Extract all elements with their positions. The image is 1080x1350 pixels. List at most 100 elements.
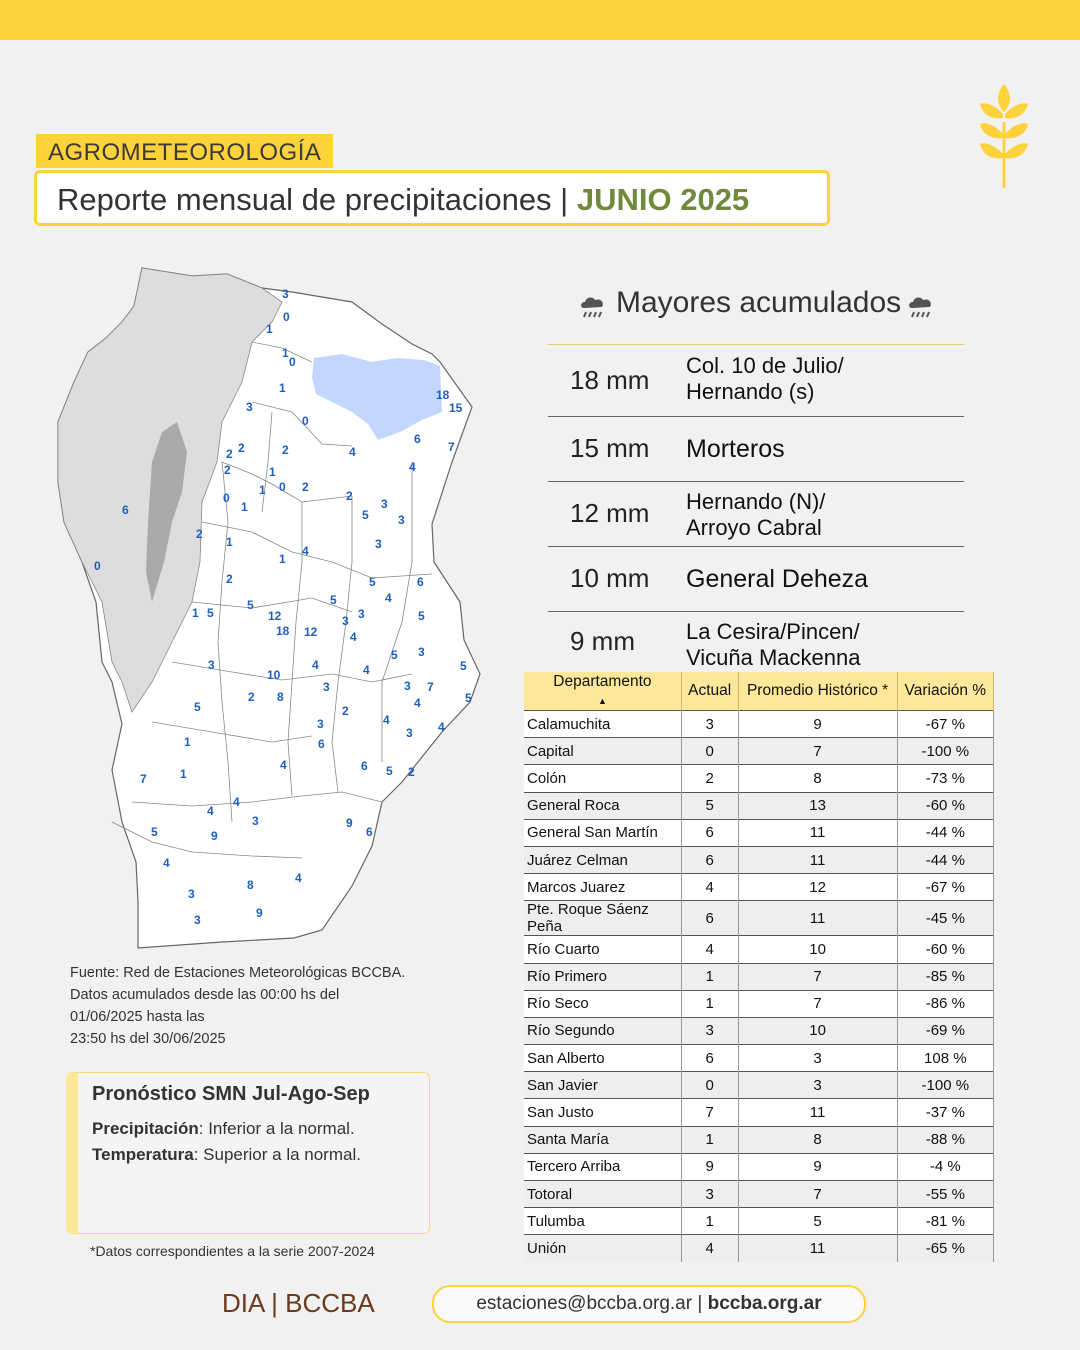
table-cell: 3: [681, 1179, 739, 1208]
forecast-temperature: Temperatura: Superior a la normal.: [92, 1145, 361, 1164]
table-cell: -73 %: [897, 764, 995, 793]
table-cell: 7: [738, 962, 898, 991]
table-cell: Juárez Celman: [524, 845, 682, 874]
svg-text:3: 3: [208, 658, 215, 672]
table-cell: 4: [681, 935, 739, 963]
table-cell: -100 %: [897, 1071, 995, 1099]
rain-cloud-icon: [909, 297, 931, 318]
table-cell: 6: [681, 818, 739, 847]
svg-text:4: 4: [163, 856, 170, 870]
svg-text:0: 0: [289, 355, 296, 369]
table-cell: 5: [738, 1207, 898, 1235]
table-cell: -85 %: [897, 962, 995, 991]
svg-text:7: 7: [140, 772, 147, 786]
svg-text:3: 3: [358, 607, 365, 621]
table-row: Capital 0 7 -100 %: [524, 737, 995, 765]
table-row: Unión 4 11 -65 %: [524, 1234, 995, 1263]
svg-text:5: 5: [194, 700, 201, 714]
table-cell: 11: [738, 1098, 898, 1127]
table-cell: General Roca: [524, 791, 682, 820]
svg-text:3: 3: [323, 680, 330, 694]
table-cell: -81 %: [897, 1207, 995, 1235]
svg-text:0: 0: [94, 559, 101, 573]
svg-text:18: 18: [276, 624, 290, 638]
svg-text:4: 4: [414, 696, 421, 710]
svg-text:3: 3: [246, 400, 253, 414]
svg-text:7: 7: [427, 680, 434, 694]
svg-text:8: 8: [247, 878, 254, 892]
table-row: Tercero Arriba 9 9 -4 %: [524, 1152, 995, 1181]
column-header[interactable]: Promedio Histórico *: [738, 672, 898, 711]
column-header[interactable]: Departamento ▲: [524, 672, 682, 711]
column-header[interactable]: Variación %: [897, 672, 995, 711]
website-link[interactable]: bccba.org.ar: [707, 1293, 822, 1314]
title-month: JUNIO 2025: [576, 182, 750, 217]
table-cell: 11: [738, 1234, 898, 1263]
svg-text:2: 2: [408, 765, 415, 779]
table-cell: San Alberto: [524, 1044, 682, 1072]
svg-text:12: 12: [304, 625, 318, 639]
svg-text:1: 1: [282, 346, 289, 360]
table-cell: 7: [681, 1098, 739, 1127]
svg-text:4: 4: [302, 544, 309, 558]
table-cell: Tulumba: [524, 1207, 682, 1235]
svg-text:3: 3: [418, 645, 425, 659]
svg-text:2: 2: [302, 480, 309, 494]
top-accumulation-row: 15 mm Morteros: [548, 417, 964, 482]
heading-text: Mayores acumulados: [616, 286, 902, 319]
svg-text:0: 0: [302, 414, 309, 428]
svg-text:3: 3: [282, 287, 289, 301]
source-line: Datos acumulados desde las 00:00 hs del: [70, 987, 340, 1003]
svg-text:5: 5: [418, 609, 425, 623]
svg-text:3: 3: [381, 497, 388, 511]
svg-text:2: 2: [248, 690, 255, 704]
svg-text:1: 1: [180, 767, 187, 781]
email-link[interactable]: estaciones@bccba.org.ar: [476, 1293, 693, 1314]
table-row: Tulumba 1 5 -81 %: [524, 1207, 995, 1235]
table-cell: 4: [681, 873, 739, 901]
table-row: San Javier 0 3 -100 %: [524, 1071, 995, 1099]
column-header[interactable]: Actual: [681, 672, 739, 711]
table-cell: Colón: [524, 764, 682, 793]
table-cell: -69 %: [897, 1016, 995, 1045]
table-body: Calamuchita 3 9 -67 % Capital 0 7 -100 % Colón 2 8…: [524, 709, 995, 1263]
table-cell: -65 %: [897, 1234, 995, 1263]
svg-text:4: 4: [385, 591, 392, 605]
svg-text:10: 10: [267, 668, 281, 682]
table-cell: Totoral: [524, 1179, 682, 1208]
section-tag: AGROMETEOROLOGÍA: [36, 134, 334, 168]
svg-text:4: 4: [295, 871, 302, 885]
top-accumulations-heading: Mayores acumulados: [578, 284, 938, 324]
table-row: San Justo 7 11 -37 %: [524, 1098, 995, 1127]
top-accumulation-row: 18 mm Col. 10 de Julio/Hernando (s): [548, 346, 964, 417]
table-cell: 1: [681, 989, 739, 1018]
svg-text:2: 2: [282, 443, 289, 457]
svg-text:4: 4: [383, 713, 390, 727]
svg-text:1: 1: [241, 500, 248, 514]
table-cell: 9: [738, 709, 898, 738]
place-line: General Deheza: [686, 565, 869, 593]
table-cell: 1: [681, 1125, 739, 1154]
svg-text:9: 9: [256, 906, 263, 920]
source-note: Fuente: Red de Estaciones Meteorológicas…: [70, 962, 440, 1050]
table-cell: 4: [681, 1234, 739, 1263]
mar-chiquita-lagoon: [312, 354, 442, 440]
svg-text:1: 1: [184, 735, 191, 749]
place-label: General Deheza: [686, 566, 868, 592]
table-cell: 7: [738, 989, 898, 1018]
forecast-title: Pronóstico SMN Jul-Ago-Sep: [92, 1083, 370, 1105]
amount-label: 12 mm: [570, 498, 650, 528]
table-cell: 3: [738, 1071, 898, 1099]
table-row: Juárez Celman 6 11 -44 %: [524, 845, 995, 874]
amount-label: 9 mm: [570, 626, 635, 656]
table-cell: -44 %: [897, 818, 995, 847]
table-cell: -4 %: [897, 1152, 995, 1181]
svg-text:4: 4: [312, 658, 319, 672]
svg-text:3: 3: [252, 814, 259, 828]
top-accumulation-row: 9 mm La Cesira/Pincen/Vicuña Mackenna: [548, 612, 964, 673]
amount-label: 10 mm: [570, 563, 650, 593]
svg-text:5: 5: [207, 606, 214, 620]
place-label: Col. 10 de Julio/Hernando (s): [686, 353, 844, 405]
svg-text:2: 2: [196, 527, 203, 541]
place-label: La Cesira/Pincen/Vicuña Mackenna: [686, 619, 861, 671]
